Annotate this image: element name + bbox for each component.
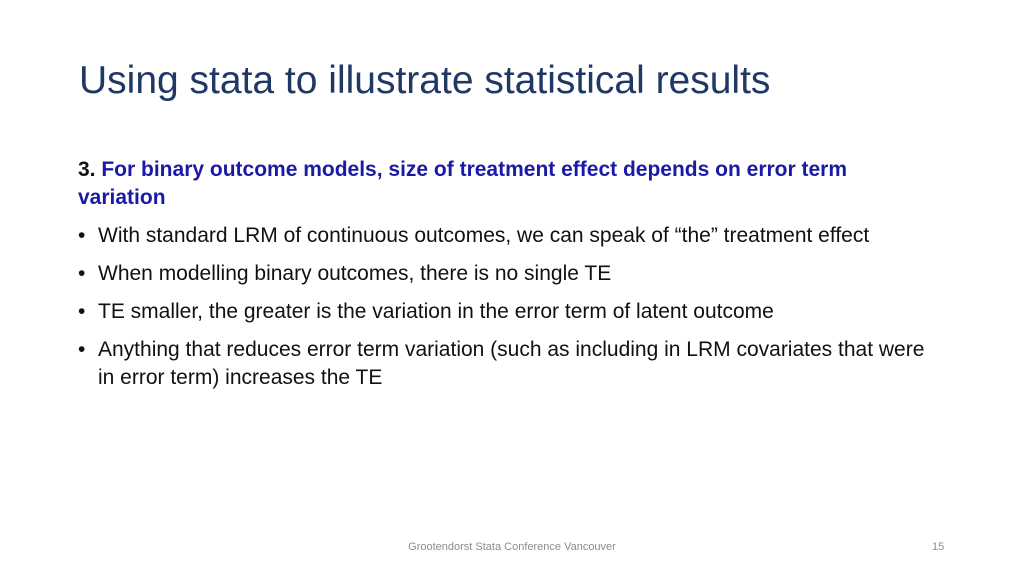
section-heading: 3. For binary outcome models, size of tr… <box>78 156 938 212</box>
bullet-item: • TE smaller, the greater is the variati… <box>78 298 938 326</box>
bullet-item: • Anything that reduces error term varia… <box>78 336 938 392</box>
bullet-text: Anything that reduces error term variati… <box>98 338 925 389</box>
slide-content: 3. For binary outcome models, size of tr… <box>78 156 938 402</box>
heading-number: 3. <box>78 158 96 181</box>
bullet-marker: • <box>78 224 86 247</box>
bullet-item: • With standard LRM of continuous outcom… <box>78 222 938 250</box>
bullet-list: • With standard LRM of continuous outcom… <box>78 222 938 392</box>
bullet-text: With standard LRM of continuous outcomes… <box>98 224 870 247</box>
bullet-marker: • <box>78 300 86 323</box>
heading-text: For binary outcome models, size of treat… <box>78 158 848 209</box>
bullet-text: When modelling binary outcomes, there is… <box>98 262 612 285</box>
slide-title: Using stata to illustrate statistical re… <box>79 59 771 102</box>
bullet-marker: • <box>78 262 86 285</box>
bullet-item: • When modelling binary outcomes, there … <box>78 260 938 288</box>
page-number: 15 <box>932 541 945 553</box>
bullet-text: TE smaller, the greater is the variation… <box>98 300 774 323</box>
bullet-marker: • <box>78 338 86 361</box>
slide-footer: Grootendorst Stata Conference Vancouver <box>408 541 616 553</box>
